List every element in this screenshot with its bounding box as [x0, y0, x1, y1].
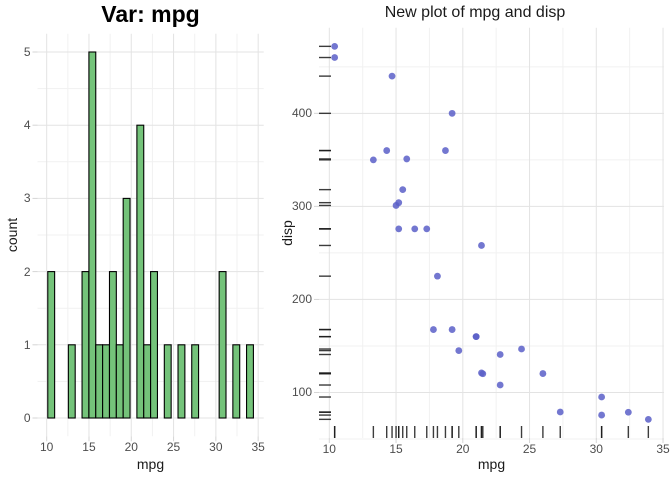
scatter-point [388, 72, 396, 80]
histogram-bar [218, 271, 227, 419]
histogram-y-tick-label: 3 [23, 191, 31, 206]
histogram-bar [95, 344, 104, 419]
scatter-panel [314, 27, 664, 443]
scatter-point [331, 42, 339, 50]
scatter-point [556, 408, 564, 416]
scatter-point [383, 147, 391, 154]
histogram-bar [246, 344, 254, 419]
histogram-x-tick-label: 10 [39, 439, 54, 454]
histogram-bar [177, 344, 186, 419]
scatterplot-y-tick-label: 100 [291, 385, 312, 400]
histogram-bar [232, 344, 241, 419]
scatter-point [478, 242, 485, 249]
scatter-point [496, 351, 504, 358]
histogram-bar [163, 344, 172, 419]
scatter-point [472, 333, 480, 341]
histogram-bar [115, 344, 124, 419]
histogram-bar [67, 344, 76, 419]
histogram-x-axis-label: mpg [136, 456, 165, 472]
scatterplot-y-tick-label: 200 [291, 292, 312, 307]
histogram-x-tick-label: 20 [124, 439, 138, 454]
scatter-point [331, 54, 339, 61]
histogram-x-tick-label: 35 [251, 439, 265, 454]
scatter-title: New plot of mpg and disp [384, 4, 566, 21]
histogram-bar [81, 271, 90, 419]
scatterplot-x-tick-label: 25 [522, 441, 537, 456]
histogram-bar [143, 344, 152, 419]
scatterplot-y-tick-label: 400 [291, 106, 312, 121]
scatter-point [442, 147, 449, 154]
histogram-bar [88, 51, 97, 419]
histogram-bar [150, 271, 159, 419]
scatterplot-x-tick-label: 15 [389, 441, 403, 456]
scatter-point [448, 109, 456, 117]
scatter-point [411, 225, 419, 233]
scatterplot-x-tick-label: 35 [656, 441, 670, 456]
histogram-bar [102, 344, 111, 419]
scatter-point [496, 381, 504, 389]
scatter-point [403, 155, 411, 163]
scatter-y-axis-label: disp [279, 220, 295, 246]
scatter-point [455, 347, 463, 354]
histogram-title: Var: mpg [101, 1, 200, 27]
scatter-point [369, 156, 377, 164]
histogram-x-tick-label: 25 [166, 439, 181, 454]
histogram-bar [108, 271, 117, 419]
scatter-point [423, 225, 431, 233]
histogram-bar [47, 271, 56, 419]
scatter-point [598, 393, 606, 401]
scatter-point [392, 202, 400, 209]
histogram-bar [136, 124, 145, 419]
scatter-point [478, 369, 485, 377]
scatter-point [434, 272, 441, 280]
scatter-point [539, 370, 547, 377]
histogram-x-tick-label: 30 [209, 439, 223, 454]
scatter-x-axis-label: mpg [477, 456, 506, 472]
scatter-point [395, 225, 403, 233]
histogram-bar [191, 344, 200, 419]
histogram-bar [122, 197, 131, 419]
histogram-y-tick-label: 5 [23, 45, 31, 59]
histogram-panel [32, 33, 264, 442]
scatter-point [448, 326, 456, 333]
scatterplot-x-tick-label: 30 [589, 441, 603, 456]
scatterplot-x-tick-label: 10 [322, 441, 336, 456]
histogram-y-tick-label: 1 [23, 337, 31, 352]
scatter-point [518, 345, 525, 353]
histogram-y-tick-label: 2 [23, 264, 31, 279]
scatter-point [430, 326, 437, 333]
histogram-y-tick-label: 0 [23, 411, 31, 425]
scatterplot-y-tick-label: 300 [291, 199, 312, 214]
histogram-y-tick-label: 4 [23, 118, 31, 133]
scatterplot-x-tick-label: 20 [456, 441, 470, 456]
scatter-point [644, 415, 652, 423]
histogram-x-tick-label: 15 [82, 439, 96, 454]
scatter-point [399, 186, 407, 194]
scatter-point [598, 411, 606, 419]
scatter-point [624, 408, 632, 416]
